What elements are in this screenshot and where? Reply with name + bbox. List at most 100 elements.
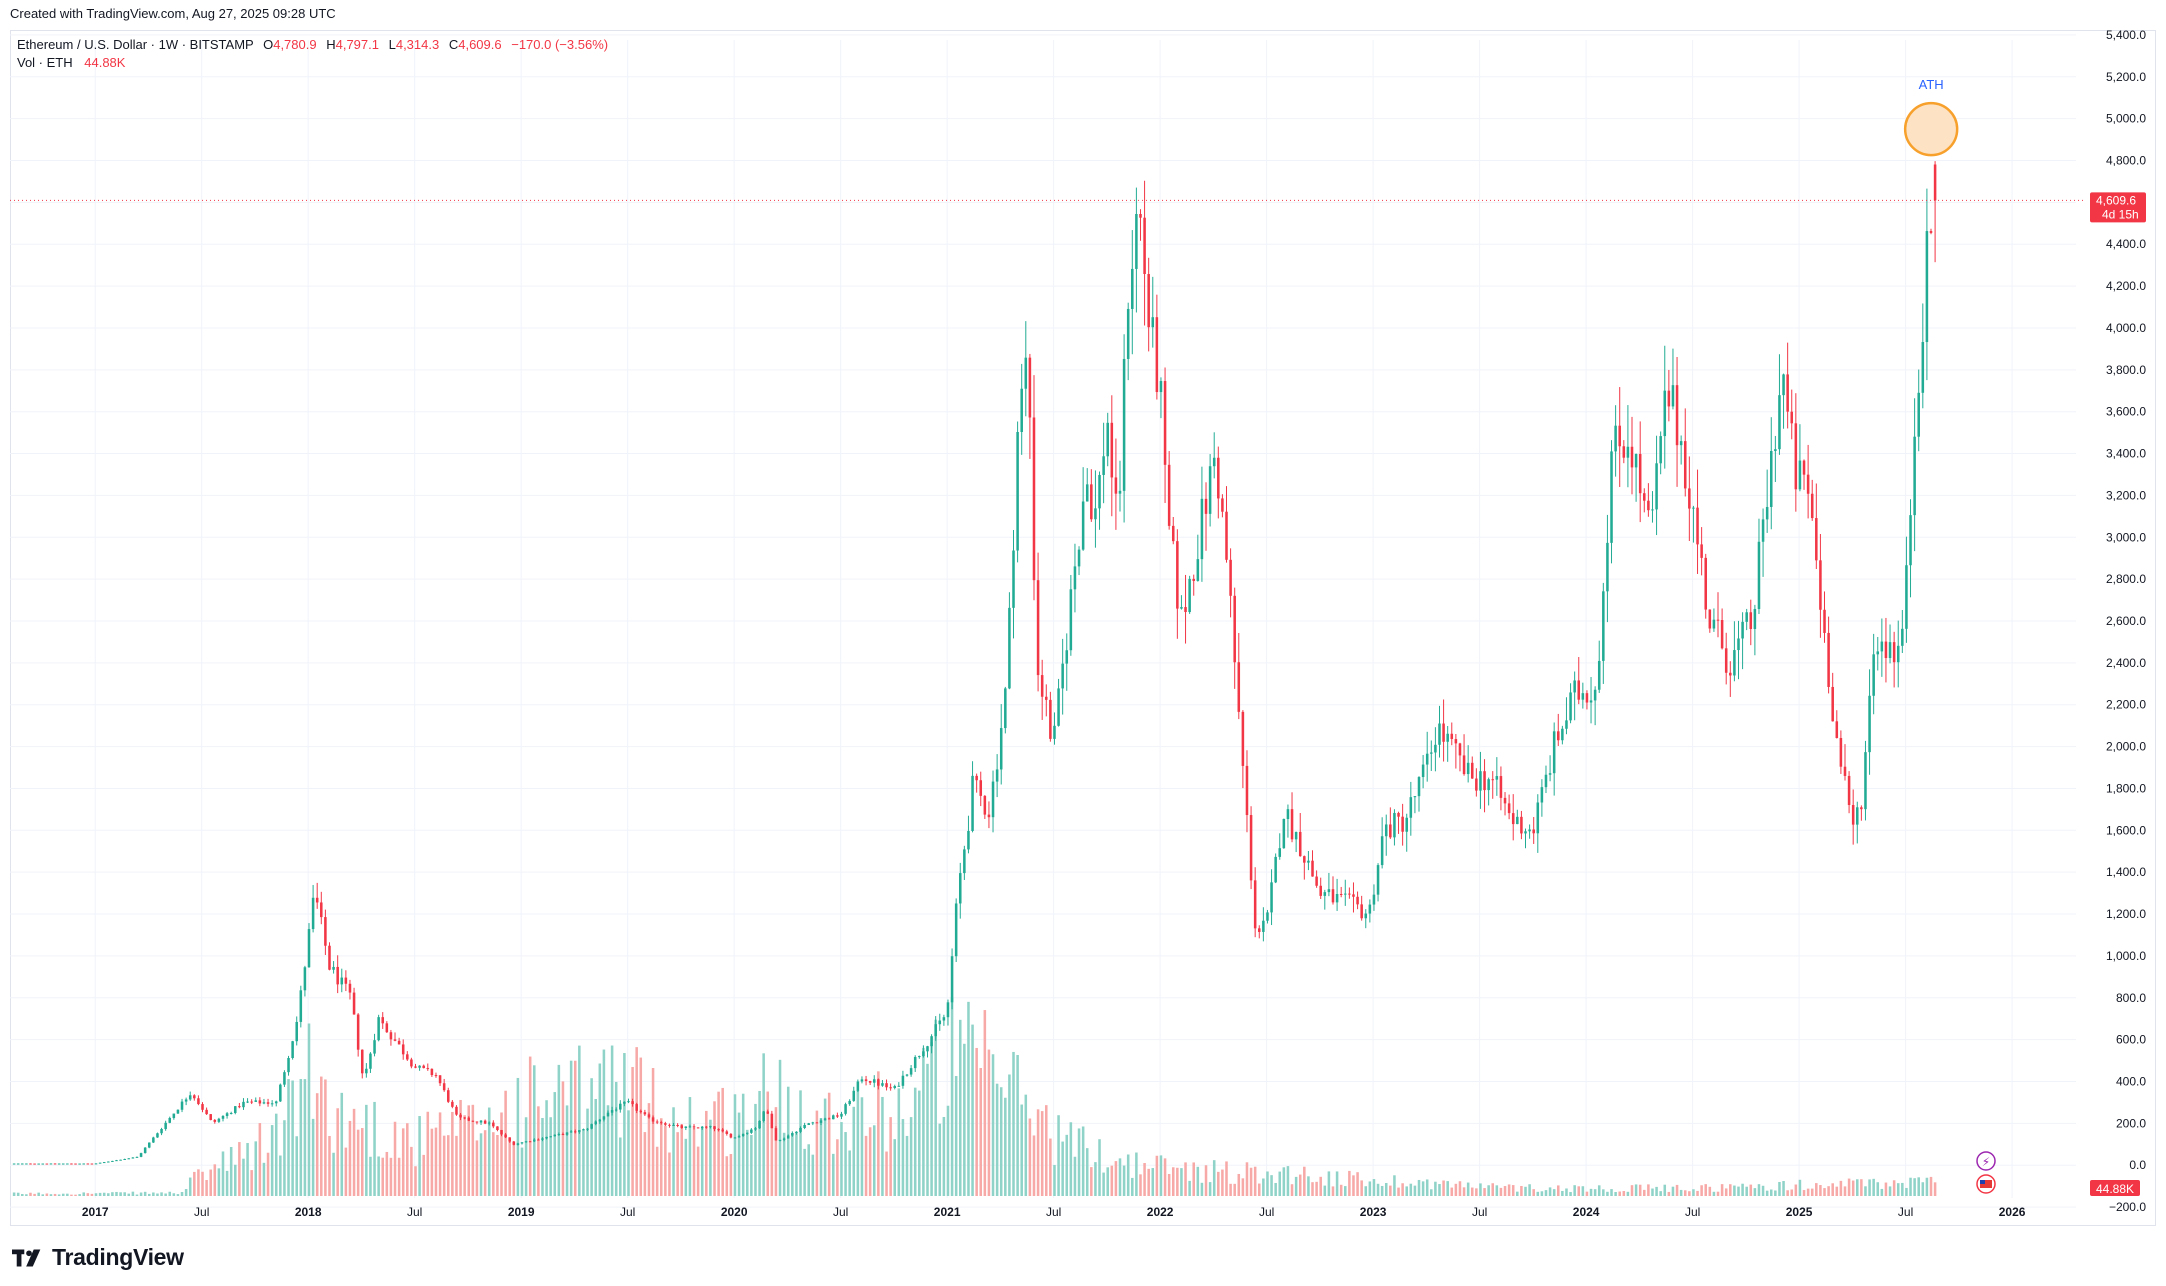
time-axis[interactable]: 2017 Jul 2018 Jul 2019 Jul 2020 Jul 2021 Jul 2022 J…	[82, 1205, 2026, 1219]
candle-body	[569, 1131, 573, 1133]
candle-body	[373, 1040, 376, 1054]
candle-body	[1266, 912, 1269, 921]
volume-bar	[524, 1117, 528, 1196]
open-key: O	[263, 37, 274, 52]
volume-bar	[1442, 1180, 1445, 1196]
candle-body	[725, 1131, 729, 1134]
candle-body	[696, 1127, 700, 1129]
volume-bar	[1544, 1190, 1548, 1196]
volume-bars	[12, 997, 1937, 1196]
candle-body	[1839, 737, 1843, 767]
volume-bar	[1192, 1162, 1196, 1196]
candle-body	[1901, 628, 1904, 646]
candle-body	[1442, 723, 1445, 742]
volume-bar	[328, 1135, 331, 1196]
volume-bar	[434, 1127, 438, 1196]
volume-bar	[184, 1189, 188, 1196]
volume-bar	[1585, 1191, 1589, 1196]
candle-body	[74, 1163, 77, 1165]
volume-bar	[733, 1094, 737, 1196]
ath-annotation[interactable]: ATH	[1903, 77, 1959, 157]
price-axis[interactable]: 5,400.05,200.05,000.04,800.04,600.04,400…	[2106, 28, 2146, 1214]
candle-body	[180, 1101, 184, 1110]
candle-body	[299, 990, 303, 1022]
candle-body	[705, 1126, 708, 1128]
candle-body	[266, 1102, 270, 1104]
candle-body	[1106, 422, 1109, 457]
volume-bar	[1450, 1187, 1454, 1196]
candle-body	[1733, 650, 1736, 676]
volume-bar	[1864, 1186, 1867, 1196]
candle-body	[1290, 809, 1294, 840]
candle-body	[1327, 889, 1331, 893]
volume-bar	[94, 1193, 98, 1196]
candle-body	[1548, 773, 1552, 775]
volume-bar	[963, 1043, 966, 1196]
candle-body	[1524, 831, 1527, 834]
candle-body	[1204, 498, 1208, 514]
candle-body	[1565, 720, 1568, 729]
candle-body	[1606, 542, 1609, 592]
candle-body	[1274, 856, 1277, 883]
volume-bar	[1274, 1182, 1277, 1196]
volume-bar	[131, 1191, 135, 1196]
volume-bar	[324, 1079, 327, 1196]
candle-body	[1495, 776, 1499, 780]
candle-body	[1389, 824, 1392, 838]
candle-body	[1397, 812, 1400, 817]
volume-bar	[1610, 1189, 1613, 1196]
volume-bar	[881, 1096, 884, 1196]
candle-body	[131, 1157, 135, 1159]
volume-bar	[221, 1151, 225, 1196]
volume-label[interactable]: Vol · ETH	[17, 55, 73, 70]
candle-body	[1667, 390, 1671, 407]
volume-bar	[487, 1107, 491, 1196]
x-tick-label: 2025	[1786, 1205, 1813, 1219]
candle-body	[229, 1112, 233, 1114]
candle-body	[717, 1129, 720, 1131]
volume-bar	[1913, 1178, 1916, 1196]
candle-body	[242, 1101, 245, 1108]
volume-bar	[1012, 1051, 1015, 1196]
volume-bar	[979, 1067, 983, 1196]
candle-body	[1008, 607, 1011, 689]
candle-body	[1503, 797, 1507, 804]
volume-bar	[1671, 1186, 1675, 1196]
volume-bar	[1339, 1184, 1343, 1196]
chart-frame[interactable]	[10, 30, 2156, 1226]
volume-bar	[1151, 1168, 1155, 1196]
candle-body	[848, 1100, 851, 1105]
candle-body	[958, 873, 962, 904]
y-tick-label: 0.0	[2129, 1158, 2146, 1172]
candle-body	[573, 1131, 577, 1133]
volume-bar	[1769, 1189, 1773, 1196]
volume-bar	[1155, 1155, 1159, 1196]
volume-bar	[1241, 1178, 1245, 1196]
candle-body	[1180, 607, 1183, 609]
candle-body	[1581, 693, 1585, 700]
symbol-title[interactable]: Ethereum / U.S. Dollar · 1W · BITSTAMP	[17, 37, 254, 52]
event-icons[interactable]: ⚡	[1976, 1151, 1996, 1194]
volume-bar	[856, 1090, 860, 1196]
volume-bar	[1094, 1162, 1097, 1196]
candle-body	[1761, 519, 1765, 542]
candle-body	[1163, 381, 1167, 465]
y-tick-label: 5,200.0	[2106, 70, 2146, 84]
candle-body	[225, 1113, 229, 1117]
lightning-event-icon[interactable]	[1976, 1151, 1996, 1171]
volume-bar	[791, 1134, 794, 1196]
candle-body	[107, 1161, 110, 1163]
volume-bar	[172, 1193, 176, 1196]
volume-bar	[1663, 1184, 1667, 1196]
candle-body	[872, 1079, 876, 1083]
volume-bar	[86, 1193, 90, 1196]
candle-body	[262, 1102, 266, 1104]
volume-bar	[242, 1158, 245, 1196]
volume-bar	[1892, 1180, 1896, 1196]
tradingview-brand[interactable]: TradingView	[12, 1244, 184, 1271]
volume-bar	[1704, 1184, 1707, 1196]
candle-body	[1561, 728, 1564, 741]
high-key: H	[326, 37, 336, 52]
volume-bar	[1257, 1183, 1261, 1196]
